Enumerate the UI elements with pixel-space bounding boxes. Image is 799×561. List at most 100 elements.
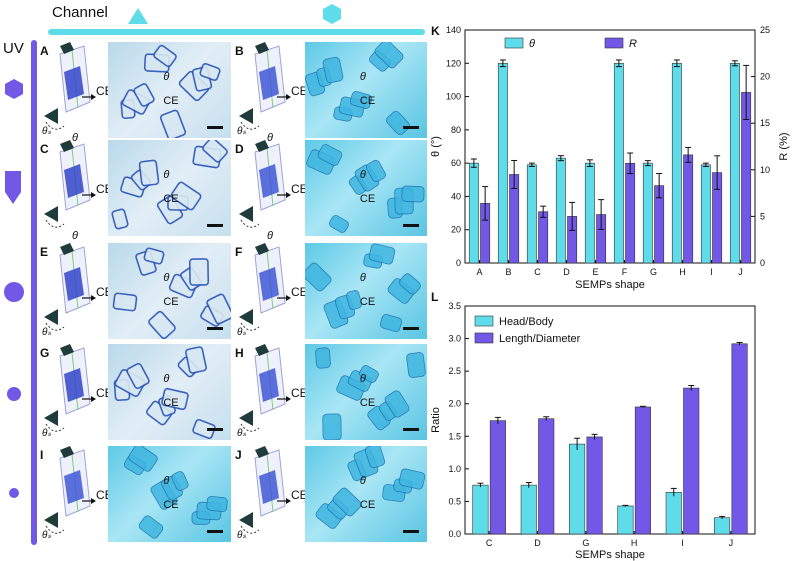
schematic-theta-s-b: θₛ <box>237 126 247 137</box>
panel-letter-d: D <box>235 142 244 156</box>
photo-theta-label-h: θ <box>359 372 366 385</box>
photo-ce-label-a: CE <box>163 94 179 107</box>
chart-l-xtick-label: D <box>534 538 541 548</box>
micrograph-h <box>305 344 427 440</box>
schematic-c <box>40 140 106 236</box>
chart-k-ytick-label: 40 <box>451 191 461 201</box>
chart-l-bar-head-body <box>665 492 682 535</box>
chart-k-y2tick-label: 25 <box>760 25 770 35</box>
chart-k-xtick-label: C <box>534 267 541 277</box>
schematic-ce-label-f: CE <box>291 285 308 299</box>
schematic-e <box>40 243 106 339</box>
schematic-theta-s-j: θₛ <box>237 530 247 541</box>
ce-arrow-d <box>277 186 291 198</box>
photo-ce-label-g: CE <box>163 396 179 409</box>
schematic-theta-s-h: θₛ <box>237 428 247 439</box>
chart-k-legend-theta: θ <box>529 38 535 50</box>
ce-arrow-i <box>82 492 96 504</box>
chart-k-bar-theta <box>584 162 595 264</box>
chart-l-xtick-label: I <box>681 538 684 548</box>
schematic-b <box>235 42 301 138</box>
chart-k-ytick-label: 120 <box>446 58 461 68</box>
chart-k-frame <box>464 29 756 264</box>
ce-arrow-c <box>82 186 96 198</box>
schematic-theta-s-e: θₛ <box>42 327 52 338</box>
schematic-ce-label-d: CE <box>291 182 308 196</box>
chart-l: 0.0 0.5 1.0 1.5 2.0 2.5 3.0 3.5 C D G H I J Head/Body L… <box>430 301 756 561</box>
medium-circle-uv-icon <box>7 387 21 401</box>
schematic-theta-s-i: θₛ <box>42 530 52 541</box>
scale-bar-a <box>207 126 223 129</box>
panel-letter-c: C <box>40 142 49 156</box>
photo-ce-label-e: CE <box>163 295 179 308</box>
chart-l-ytick-label: 0.0 <box>448 529 461 539</box>
chart-l-bar-length-diameter <box>538 418 555 535</box>
panel-letter-g: G <box>40 346 50 360</box>
schematic-theta-b: θ <box>267 132 273 144</box>
chart-l-ytick-label: 3.5 <box>448 301 461 311</box>
chart-l-xlabel: SEMPs shape <box>575 549 645 561</box>
chart-k-bar-theta <box>671 62 682 264</box>
scale-bar-g <box>207 428 223 431</box>
pentagon-uv-icon <box>5 171 21 204</box>
schematic-i <box>40 446 106 542</box>
chart-k-ytick-label: 80 <box>451 125 461 135</box>
chart-k-ytick-label: 100 <box>446 92 461 102</box>
chart-l-ytick-label: 1.0 <box>448 464 461 474</box>
schematic-theta-s-g: θₛ <box>42 428 52 439</box>
schematic-h <box>235 344 301 440</box>
ce-arrow-h <box>277 390 291 402</box>
chart-k-xtick-label: H <box>679 267 686 277</box>
scale-bar-f <box>403 327 419 330</box>
chart-k-legend-swatch-r <box>604 37 624 49</box>
micrograph-c <box>108 140 231 236</box>
photo-theta-label-f: θ <box>359 271 366 284</box>
chart-k-ytick-label: 20 <box>451 225 461 235</box>
photo-theta-label-d: θ <box>359 168 366 181</box>
chart-k-bar-theta <box>526 164 537 264</box>
chart-l-bar-length-diameter <box>731 343 748 535</box>
chart-l-bar-length-diameter <box>634 406 651 535</box>
micrograph-i <box>108 446 231 542</box>
chart-k-y2tick-label: 5 <box>760 211 765 221</box>
scale-bar-h <box>403 428 419 431</box>
chart-l-bar-head-body <box>472 484 489 535</box>
chart-l-bar-head-body <box>714 517 731 535</box>
schematic-ce-label-j: CE <box>291 488 308 502</box>
chart-k-y2tick-label: 10 <box>760 165 770 175</box>
chart-l-bar-head-body <box>617 505 634 535</box>
chart-l-ytick-label: 2.5 <box>448 366 461 376</box>
chart-k-xtick-label: E <box>592 267 598 277</box>
chart-l-xtick-label: J <box>729 538 734 548</box>
schematic-ce-label-b: CE <box>291 84 308 98</box>
chart-k-xtick-label: B <box>505 267 511 277</box>
micrograph-a <box>108 42 231 138</box>
photo-theta-label-c: θ <box>163 168 170 181</box>
panel-letter-j: J <box>235 448 242 462</box>
photo-theta-label-b: θ <box>359 70 366 83</box>
ce-arrow-b <box>277 88 291 100</box>
chart-k-xtick-label: A <box>476 267 482 277</box>
scale-bar-b <box>403 126 419 129</box>
chart-k-xtick-label: G <box>650 267 657 277</box>
chart-l-legend-swatch-head-body <box>474 315 494 327</box>
chart-l-ytick-label: 3.0 <box>448 334 461 344</box>
chart-k-ytick-label: 60 <box>451 158 461 168</box>
micrograph-g <box>108 344 231 440</box>
chart-l-xtick-label: G <box>582 538 589 548</box>
large-circle-uv-icon <box>4 282 24 302</box>
schematic-d <box>235 140 301 236</box>
chart-l-bar-length-diameter <box>586 436 603 535</box>
chart-k-y2tick-label: 20 <box>760 72 770 82</box>
photo-theta-label-j: θ <box>359 474 366 487</box>
chart-k-bar-theta <box>613 62 624 264</box>
ce-arrow-f <box>277 289 291 301</box>
chart-k-xtick-label: F <box>622 267 628 277</box>
scale-bar-c <box>207 224 223 227</box>
schematic-a <box>40 42 106 138</box>
chart-k-bar-theta <box>555 157 566 264</box>
chart-k-xtick-label: D <box>563 267 570 277</box>
channel-label: Channel <box>52 4 108 21</box>
chart-l-legend-length-diameter: Length/Diameter <box>499 333 581 345</box>
chart-l-frame <box>464 305 756 535</box>
